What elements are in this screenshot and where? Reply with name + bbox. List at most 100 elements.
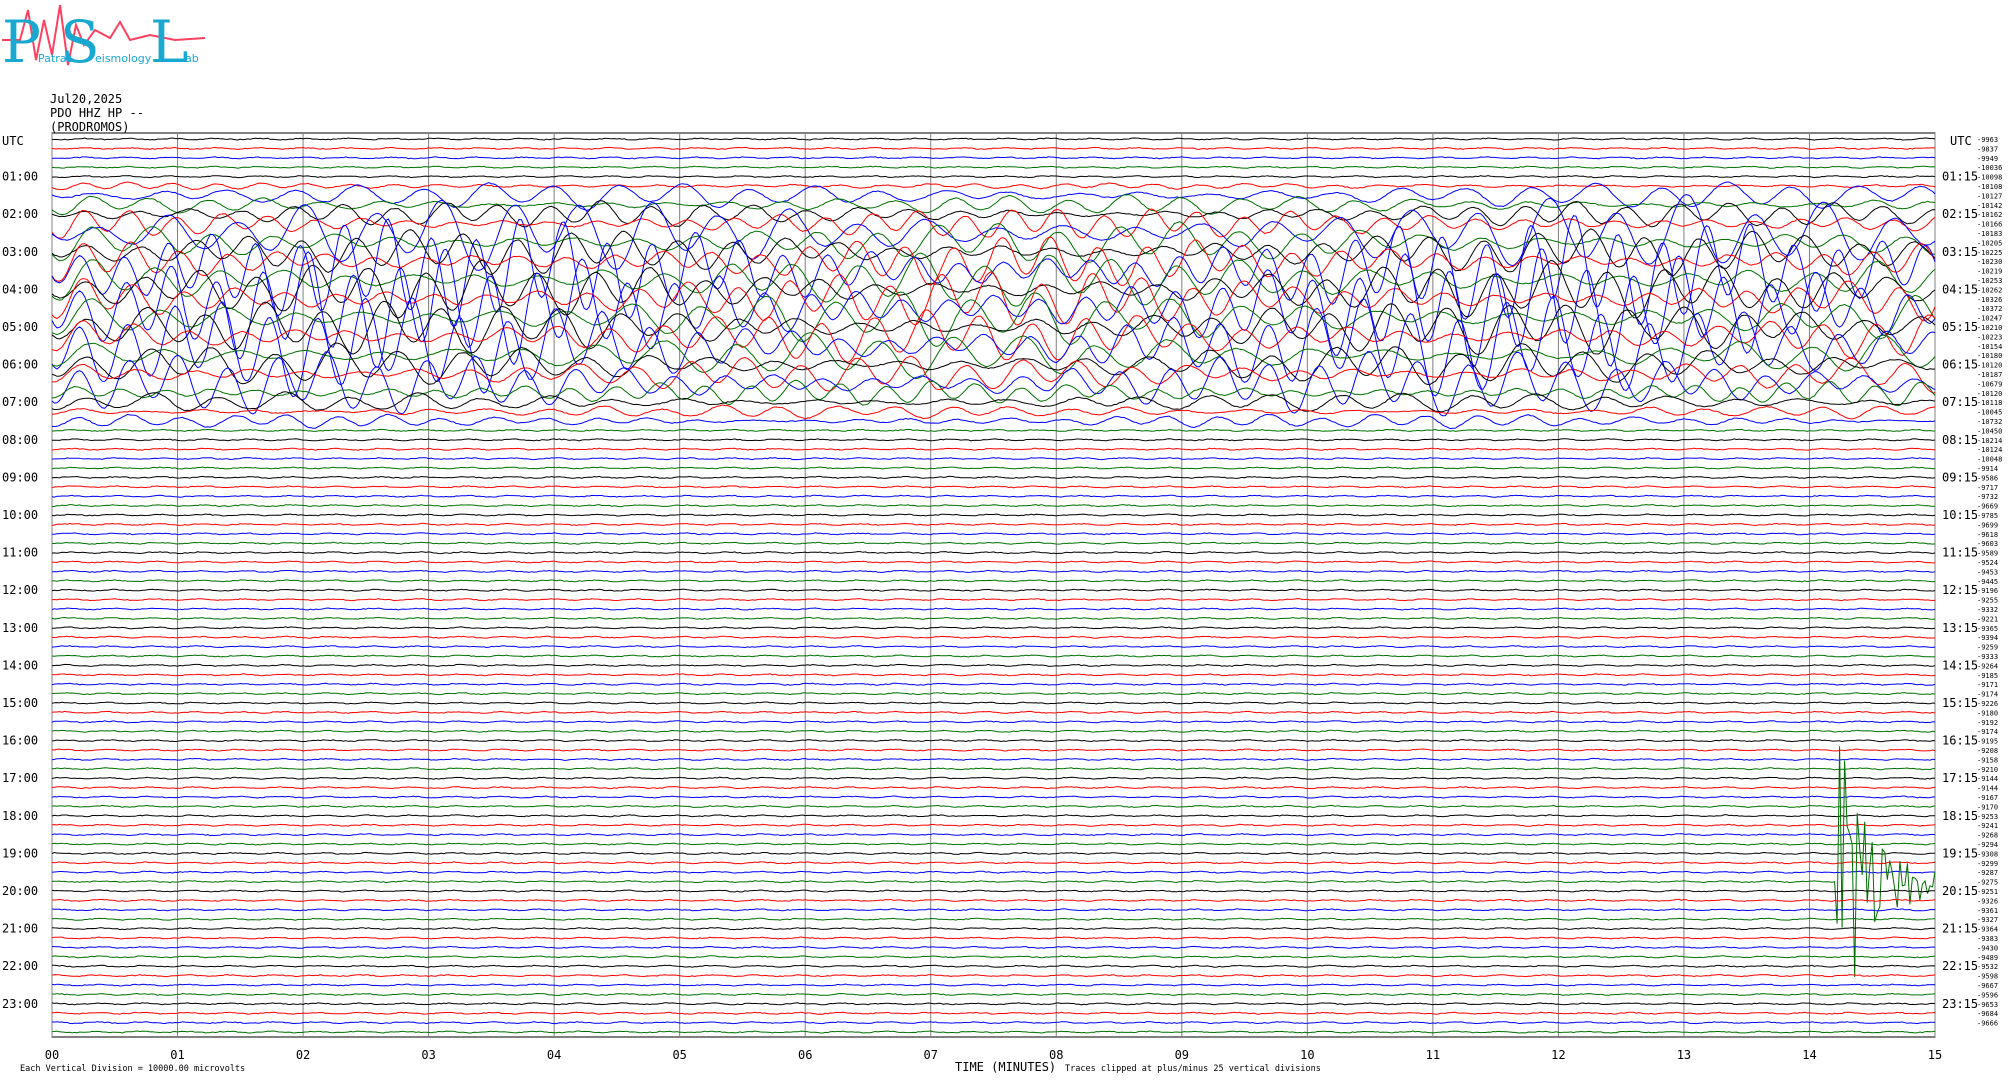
left-hour-label: 22:00 (2, 959, 38, 973)
seismogram-trace (51, 795, 1936, 799)
trace-offset-label: -9268 (1977, 832, 1998, 840)
seismogram-trace (51, 551, 1936, 555)
left-hour-label: 07:00 (2, 395, 38, 409)
x-tick-label: 10 (1300, 1048, 1314, 1062)
trace-offset-label: -10253 (1977, 277, 2002, 285)
seismogram-trace (51, 616, 1936, 620)
trace-offset-label: -10120 (1977, 390, 2002, 398)
x-tick-label: 12 (1551, 1048, 1565, 1062)
trace-offset-label: -10372 (1977, 305, 2002, 313)
trace-offset-label: -9253 (1977, 813, 1998, 821)
seismogram-trace (51, 842, 1936, 846)
trace-offset-label: -9196 (1977, 587, 1998, 595)
seismogram-trace (51, 404, 1936, 420)
trace-offset-label: -9174 (1977, 728, 1998, 736)
right-hour-label: 07:15 (1942, 395, 1978, 409)
trace-offset-label: -10036 (1977, 164, 2002, 172)
trace-offset-label: -9275 (1977, 879, 1998, 887)
trace-offset-label: -9264 (1977, 662, 1998, 670)
logo-text-lab: ab (185, 52, 199, 65)
seismogram-trace (52, 626, 1936, 630)
seismogram-trace (52, 1011, 1936, 1015)
x-tick-label: 02 (296, 1048, 310, 1062)
trace-offset-label: -9666 (1977, 1020, 1998, 1028)
seismogram-trace (51, 804, 1936, 808)
seismogram-trace (52, 532, 1936, 536)
seismogram-trace (51, 927, 1936, 931)
trace-offset-label: -9732 (1977, 493, 1998, 501)
right-hour-label: 06:15 (1942, 358, 1978, 372)
x-axis-title: TIME (MINUTES) (955, 1060, 1056, 1074)
trace-offset-label: -9158 (1977, 756, 1998, 764)
left-hour-label: 11:00 (2, 546, 38, 560)
left-hour-label: 21:00 (2, 922, 38, 936)
trace-offset-label: -10326 (1977, 296, 2002, 304)
trace-offset-label: -9170 (1977, 803, 1998, 811)
seismogram-trace (51, 1021, 1936, 1025)
seismogram-trace (51, 710, 1936, 714)
seismogram-trace (51, 494, 1936, 498)
x-tick-label: 03 (421, 1048, 435, 1062)
trace-offset-label: -10162 (1977, 211, 2002, 219)
seismogram-trace (51, 200, 1936, 228)
seismogram-trace (51, 607, 1936, 611)
station-location: (PRODROMOS) (50, 120, 130, 134)
trace-offset-label: -9365 (1977, 625, 1998, 633)
right-hour-label: 14:15 (1942, 658, 1978, 672)
trace-offset-label: -10225 (1977, 249, 2002, 257)
seismogram-trace (51, 248, 1936, 368)
seismogram-trace (51, 701, 1936, 705)
trace-offset-label: -9684 (1977, 1010, 1998, 1018)
trace-offset-label: -10127 (1977, 192, 2002, 200)
seismogram-trace (51, 936, 1936, 940)
trace-offset-label: -10120 (1977, 362, 2002, 370)
scale-note: Each Vertical Division = 10000.00 microv… (20, 1064, 245, 1074)
seismogram-trace (51, 588, 1936, 592)
seismogram-trace (51, 504, 1936, 508)
seismogram-trace (51, 391, 1936, 413)
seismogram-trace (51, 522, 1936, 526)
right-hour-label: 09:15 (1942, 470, 1978, 484)
seismogram-trace (51, 823, 1936, 827)
seismogram-trace (51, 569, 1936, 573)
right-hour-label: 04:15 (1942, 282, 1978, 296)
seismogram-trace (51, 757, 1936, 761)
left-hour-label: 06:00 (2, 358, 38, 372)
trace-offset-labels: -9963-9837 -9949-10036 -10098-10108-10127 -… (1977, 136, 2002, 1028)
trace-offset-label: -10098 (1977, 174, 2002, 182)
x-tick-label: 04 (547, 1048, 561, 1062)
trace-offset-label: -9598 (1977, 973, 1998, 981)
x-tick-label: 14 (1802, 1048, 1816, 1062)
seismogram-trace (52, 579, 1936, 583)
seismogram-trace (51, 654, 1936, 658)
seismogram-trace (51, 309, 1936, 363)
seismogram-trace (51, 945, 1936, 949)
seismogram-trace (51, 475, 1936, 479)
x-tick-labels: 00 01 02 03 04 05 06 07 08 09 10 11 12 13 14 15 (45, 1048, 1942, 1062)
trace-offset-label: -9489 (1977, 954, 1998, 962)
trace-offset-label: -10142 (1977, 202, 2002, 210)
trace-offset-label: -9192 (1977, 719, 1998, 727)
left-hour-label: 10:00 (2, 508, 38, 522)
seismogram-trace (51, 729, 1936, 733)
psl-logo: P S L Patras eismology ab (2, 4, 206, 76)
station-code: PDO HHZ HP -- (50, 106, 144, 120)
seismogram-trace (51, 194, 1936, 216)
seismogram-trace (51, 786, 1936, 790)
right-hour-label: 17:15 (1942, 771, 1978, 785)
trace-offset-label: -10045 (1977, 409, 2002, 417)
left-hour-label: 02:00 (2, 207, 38, 221)
seismogram-trace (51, 485, 1935, 489)
trace-offset-label: -9226 (1977, 700, 1998, 708)
trace-offset-label: -10214 (1977, 437, 2002, 445)
left-utc-header: UTC (2, 134, 24, 148)
right-utc-header: UTC (1950, 134, 1972, 148)
right-hour-labels: 01:15 02:15 03:15 04:15 05:15 06:15 07:15 08:15… (1942, 170, 1978, 1011)
left-hour-label: 04:00 (2, 282, 38, 296)
x-tick-label: 00 (45, 1048, 59, 1062)
seismogram-trace (51, 598, 1936, 602)
left-hour-label: 14:00 (2, 658, 38, 672)
trace-offset-label: -9524 (1977, 559, 1998, 567)
logo-letter-l: L (150, 8, 189, 76)
right-hour-label: 20:15 (1942, 884, 1978, 898)
